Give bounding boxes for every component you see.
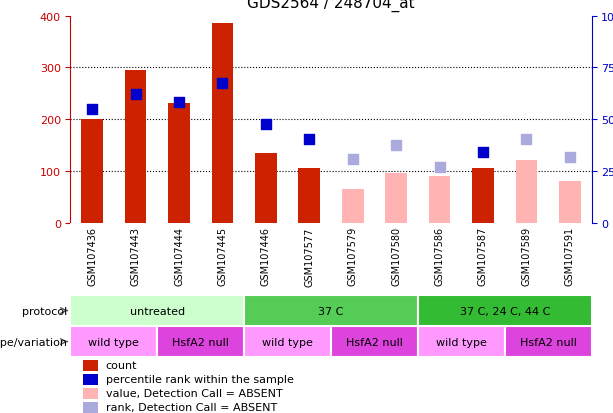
- Bar: [83, 374, 98, 385]
- Bar: [168, 103, 190, 223]
- Bar: [83, 402, 98, 413]
- Text: wild type: wild type: [88, 337, 139, 347]
- Point: [87, 106, 97, 113]
- Text: GSM107444: GSM107444: [174, 227, 184, 285]
- Text: wild type: wild type: [262, 337, 313, 347]
- Text: GSM107589: GSM107589: [522, 227, 531, 286]
- Bar: [418, 295, 592, 326]
- Bar: [158, 326, 244, 357]
- Bar: [82, 120, 103, 223]
- Bar: [70, 326, 158, 357]
- Bar: [504, 326, 592, 357]
- Bar: [211, 24, 234, 223]
- Title: GDS2564 / 248704_at: GDS2564 / 248704_at: [247, 0, 415, 12]
- Text: genotype/variation: genotype/variation: [0, 337, 67, 347]
- Text: count: count: [105, 361, 137, 370]
- Point: [218, 80, 227, 87]
- Point: [478, 149, 488, 156]
- Text: wild type: wild type: [436, 337, 487, 347]
- Text: GSM107591: GSM107591: [565, 227, 575, 286]
- Bar: [342, 190, 364, 223]
- Bar: [83, 388, 98, 399]
- Bar: [472, 169, 494, 223]
- Text: HsfA2 null: HsfA2 null: [172, 337, 229, 347]
- Text: GSM107586: GSM107586: [435, 227, 444, 286]
- Text: GSM107579: GSM107579: [348, 227, 358, 286]
- Text: GSM107446: GSM107446: [261, 227, 271, 285]
- Bar: [331, 326, 418, 357]
- Bar: [70, 295, 244, 326]
- Text: protocol: protocol: [22, 306, 67, 316]
- Text: GSM107587: GSM107587: [478, 227, 488, 286]
- Bar: [386, 174, 407, 223]
- Text: value, Detection Call = ABSENT: value, Detection Call = ABSENT: [105, 389, 283, 399]
- Bar: [299, 169, 320, 223]
- Text: GSM107445: GSM107445: [218, 227, 227, 286]
- Bar: [244, 326, 331, 357]
- Point: [565, 154, 575, 161]
- Text: 37 C: 37 C: [318, 306, 344, 316]
- Point: [391, 142, 401, 149]
- Text: 37 C, 24 C, 44 C: 37 C, 24 C, 44 C: [460, 306, 550, 316]
- Point: [435, 164, 444, 171]
- Text: GSM107436: GSM107436: [87, 227, 97, 285]
- Point: [305, 136, 314, 143]
- Text: untreated: untreated: [130, 306, 185, 316]
- Bar: [125, 71, 147, 223]
- Bar: [559, 182, 581, 223]
- Bar: [418, 326, 504, 357]
- Text: rank, Detection Call = ABSENT: rank, Detection Call = ABSENT: [105, 402, 277, 413]
- Text: GSM107443: GSM107443: [131, 227, 140, 285]
- Text: percentile rank within the sample: percentile rank within the sample: [105, 375, 294, 385]
- Point: [261, 121, 271, 128]
- Bar: [255, 154, 276, 223]
- Point: [522, 136, 531, 143]
- Text: HsfA2 null: HsfA2 null: [520, 337, 577, 347]
- Text: GSM107580: GSM107580: [391, 227, 401, 286]
- Point: [174, 100, 184, 106]
- Text: HsfA2 null: HsfA2 null: [346, 337, 403, 347]
- Text: GSM107577: GSM107577: [304, 227, 314, 286]
- Bar: [83, 360, 98, 371]
- Bar: [428, 177, 451, 223]
- Point: [131, 92, 140, 98]
- Point: [348, 156, 357, 163]
- Bar: [516, 161, 537, 223]
- Bar: [244, 295, 418, 326]
